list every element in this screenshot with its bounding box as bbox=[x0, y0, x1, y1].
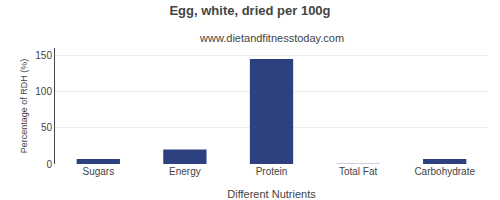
svg-text:www.dietandfitnesstoday.com: www.dietandfitnesstoday.com bbox=[199, 32, 344, 44]
svg-text:Energy: Energy bbox=[169, 166, 201, 177]
svg-text:Different Nutrients: Different Nutrients bbox=[227, 188, 316, 200]
svg-text:100: 100 bbox=[35, 86, 52, 97]
svg-text:Egg, white, dried per 100g: Egg, white, dried per 100g bbox=[169, 3, 330, 18]
svg-text:Protein: Protein bbox=[256, 166, 288, 177]
svg-text:0: 0 bbox=[46, 159, 52, 170]
svg-text:150: 150 bbox=[35, 50, 52, 61]
svg-text:50: 50 bbox=[41, 122, 53, 133]
svg-text:Total Fat: Total Fat bbox=[339, 166, 378, 177]
svg-text:Sugars: Sugars bbox=[82, 166, 114, 177]
svg-text:Percentage of RDH (%): Percentage of RDH (%) bbox=[19, 59, 29, 154]
svg-text:Carbohydrate: Carbohydrate bbox=[414, 166, 475, 177]
